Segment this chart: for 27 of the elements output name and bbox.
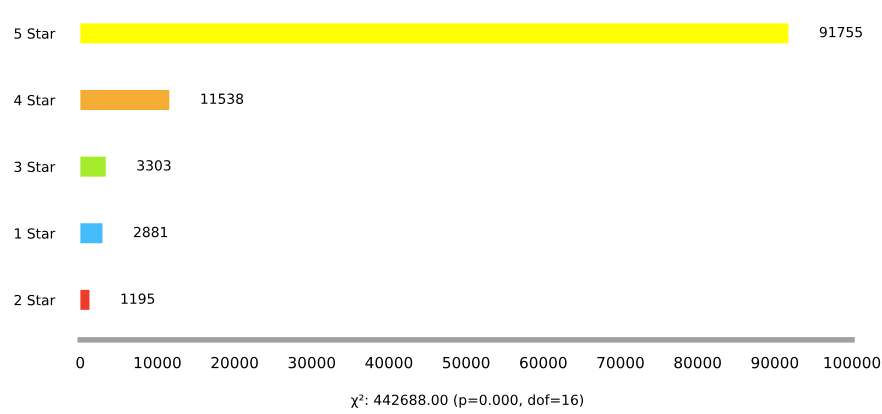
x-tick-label: 100000 [824,356,880,368]
data-label: 2881 [134,226,168,238]
x-tick-label: 80000 [674,356,721,368]
y-tick-label: 2 Star [14,294,56,306]
data-label: 3303 [137,160,171,171]
bar [80,90,170,110]
text: χ²: 442688.00 (p=0.000, dof=16) [351,394,584,408]
x-tick-label: 0 [76,356,84,368]
y-tick-label: 3 Star [14,162,56,172]
x-tick-label: 30000 [288,356,336,368]
bar [80,23,788,44]
bar [80,156,106,177]
x-tick-label: 60000 [520,356,567,368]
y-tick-label: 1 Star [15,228,56,239]
y-tick-label: 4 Star [14,94,56,106]
x-tick-label: 40000 [365,356,412,368]
bar [80,290,90,310]
y-tick-label: 5 Star [14,28,56,39]
data-label: 1195 [122,293,154,304]
x-tick-label: 20000 [211,356,258,368]
data-label: 11538 [201,93,244,104]
bar [80,223,102,244]
data-label: 91755 [820,26,862,38]
x-tick-label: 70000 [597,356,644,368]
x-tick-label: 50000 [443,356,490,368]
x-tick-label: 10000 [134,356,181,368]
x-tick-label: 90000 [752,356,798,368]
